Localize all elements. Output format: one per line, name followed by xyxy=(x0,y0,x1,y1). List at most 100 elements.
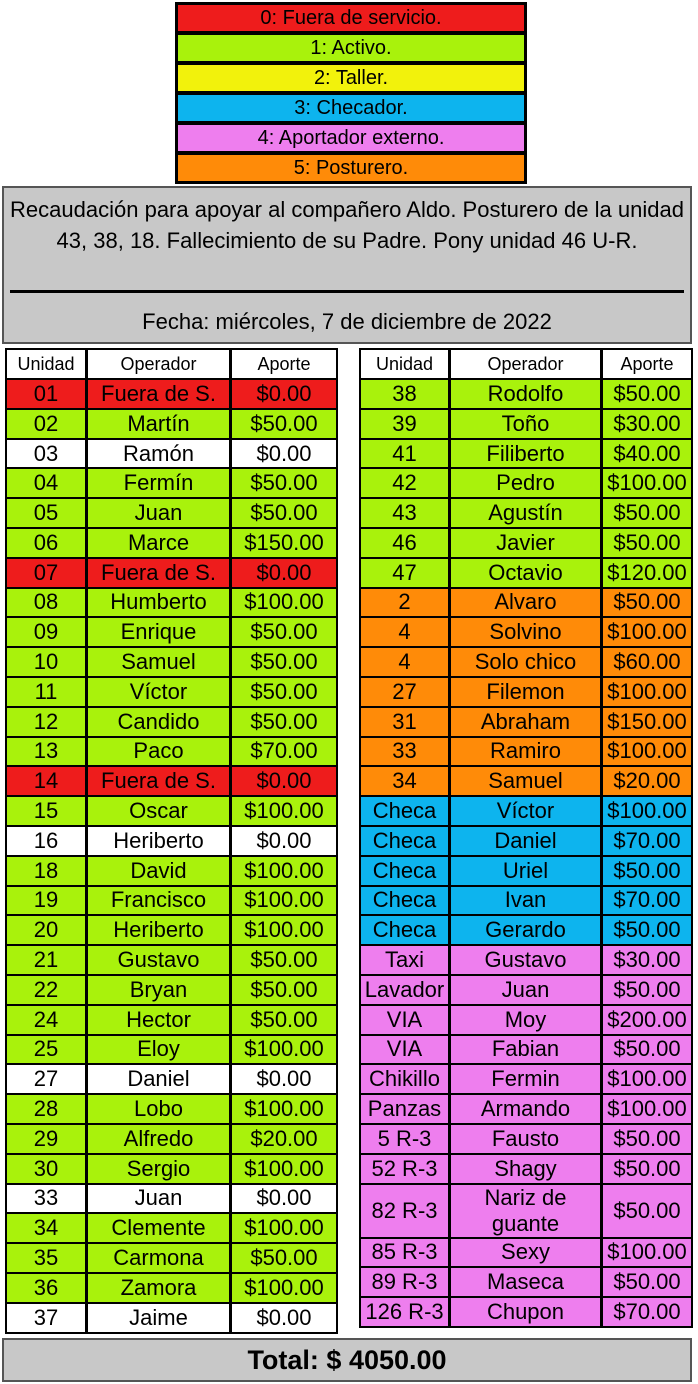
amount-cell: $100.00 xyxy=(232,1273,336,1302)
operator-cell: Filemon xyxy=(451,677,603,706)
unit-cell: 39 xyxy=(361,409,451,438)
table-row: 42 Pedro $100.00 xyxy=(361,467,691,498)
unit-cell: 02 xyxy=(7,409,88,438)
unit-cell: 89 R-3 xyxy=(361,1268,451,1297)
table-row: 30 Sergio $100.00 xyxy=(7,1152,336,1183)
amount-cell: $50.00 xyxy=(232,946,336,974)
table-row: 05 Juan $50.00 xyxy=(7,497,336,527)
table-row: 22 Bryan $50.00 xyxy=(7,973,336,1004)
table-row: 41 Filiberto $40.00 xyxy=(361,437,691,468)
unit-cell: 33 xyxy=(361,737,451,766)
announcement-date: Fecha: miércoles, 7 de diciembre de 2022 xyxy=(142,309,552,334)
unit-cell: 28 xyxy=(7,1095,88,1123)
table-row: 4 Solo chico $60.00 xyxy=(361,646,691,676)
unit-cell: 85 R-3 xyxy=(361,1238,451,1267)
table-row: 13 Paco $70.00 xyxy=(7,735,336,766)
amount-cell: $150.00 xyxy=(603,707,691,736)
table-row: 31 Abraham $150.00 xyxy=(361,705,691,736)
table-row: 16 Heriberto $0.00 xyxy=(7,824,336,855)
unit-cell: VIA xyxy=(361,1005,451,1034)
table-row: VIA Moy $200.00 xyxy=(361,1003,691,1034)
announcement-message: Recaudación para apoyar al compañero Ald… xyxy=(10,197,684,253)
unit-cell: 82 R-3 xyxy=(361,1184,451,1237)
table-row: 03 Ramón $0.00 xyxy=(7,437,336,468)
table-row: 28 Lobo $100.00 xyxy=(7,1093,336,1123)
header-contribution: Aporte xyxy=(603,350,691,378)
unit-cell: 4 xyxy=(361,618,451,647)
amount-cell: $50.00 xyxy=(603,1184,691,1237)
amount-cell: $100.00 xyxy=(232,916,336,945)
amount-cell: $50.00 xyxy=(232,707,336,736)
amount-cell: $100.00 xyxy=(232,856,336,885)
operator-cell: Chupon xyxy=(451,1298,603,1326)
unit-cell: 46 xyxy=(361,528,451,557)
table-row: 24 Hector $50.00 xyxy=(7,1003,336,1034)
operator-cell: Fermin xyxy=(451,1065,603,1094)
unit-cell: 4 xyxy=(361,648,451,676)
unit-cell: 25 xyxy=(7,1035,88,1064)
table-row: 85 R-3 Sexy $100.00 xyxy=(361,1236,691,1267)
unit-cell: Checa xyxy=(361,797,451,825)
amount-cell: $100.00 xyxy=(603,1238,691,1267)
unit-cell: 47 xyxy=(361,558,451,587)
amount-cell: $50.00 xyxy=(603,1268,691,1297)
table-row: 33 Ramiro $100.00 xyxy=(361,735,691,766)
operator-cell: Rodolfo xyxy=(451,380,603,408)
amount-cell: $0.00 xyxy=(232,558,336,587)
amount-cell: $50.00 xyxy=(603,1154,691,1183)
announcement-box: Recaudación para apoyar al compañero Ald… xyxy=(2,186,692,344)
amount-cell: $100.00 xyxy=(603,1065,691,1094)
amount-cell: $0.00 xyxy=(232,767,336,796)
unit-cell: 07 xyxy=(7,558,88,587)
amount-cell: $40.00 xyxy=(603,439,691,468)
amount-cell: $0.00 xyxy=(232,380,336,408)
operator-cell: Alvaro xyxy=(451,588,603,617)
unit-cell: 05 xyxy=(7,499,88,527)
divider xyxy=(10,290,684,293)
amount-cell: $70.00 xyxy=(603,886,691,915)
table-row: 36 Zamora $100.00 xyxy=(7,1271,336,1302)
header-operator: Operador xyxy=(88,350,232,378)
unit-cell: Checa xyxy=(361,826,451,855)
amount-cell: $150.00 xyxy=(232,528,336,557)
operator-cell: Agustín xyxy=(451,499,603,527)
table-row: 29 Alfredo $20.00 xyxy=(7,1122,336,1153)
unit-cell: Panzas xyxy=(361,1095,451,1123)
operator-cell: Solo chico xyxy=(451,648,603,676)
operator-cell: Fausto xyxy=(451,1124,603,1153)
legend-item: 4: Aportador externo. xyxy=(177,124,525,152)
operator-cell: Clemente xyxy=(88,1214,232,1243)
table-body: 38 Rodolfo $50.00 39 Toño $30.00 41 Filiberto $4… xyxy=(361,378,691,1326)
table-row: Checa Uriel $50.00 xyxy=(361,854,691,885)
unit-cell: 27 xyxy=(361,677,451,706)
amount-cell: $50.00 xyxy=(232,409,336,438)
unit-cell: Taxi xyxy=(361,946,451,974)
unit-cell: 34 xyxy=(361,767,451,796)
table-row: 09 Enrique $50.00 xyxy=(7,616,336,647)
unit-cell: 31 xyxy=(361,707,451,736)
unit-cell: 22 xyxy=(7,975,88,1004)
unit-cell: Chikillo xyxy=(361,1065,451,1094)
unit-cell: 08 xyxy=(7,588,88,617)
amount-cell: $100.00 xyxy=(232,1095,336,1123)
amount-cell: $0.00 xyxy=(232,826,336,855)
amount-cell: $0.00 xyxy=(232,1065,336,1094)
operator-cell: Sexy xyxy=(451,1238,603,1267)
operator-cell: Fabian xyxy=(451,1035,603,1064)
operator-cell: Bryan xyxy=(88,975,232,1004)
operator-cell: Candido xyxy=(88,707,232,736)
amount-cell: $100.00 xyxy=(603,618,691,647)
operator-cell: Hector xyxy=(88,1005,232,1034)
unit-cell: 126 R-3 xyxy=(361,1298,451,1326)
operator-cell: Oscar xyxy=(88,797,232,825)
operator-cell: Fermín xyxy=(88,469,232,498)
operator-cell: Samuel xyxy=(88,648,232,676)
operator-cell: Heriberto xyxy=(88,916,232,945)
table-row: 38 Rodolfo $50.00 xyxy=(361,378,691,408)
table-row: 46 Javier $50.00 xyxy=(361,526,691,557)
table-header: Unidad Operador Aporte xyxy=(7,350,336,378)
table-row: Checa Gerardo $50.00 xyxy=(361,914,691,945)
contributions-table-right: Unidad Operador Aporte 38 Rodolfo $50.00 39… xyxy=(359,348,693,1328)
amount-cell: $100.00 xyxy=(232,1035,336,1064)
operator-cell: Daniel xyxy=(88,1065,232,1094)
